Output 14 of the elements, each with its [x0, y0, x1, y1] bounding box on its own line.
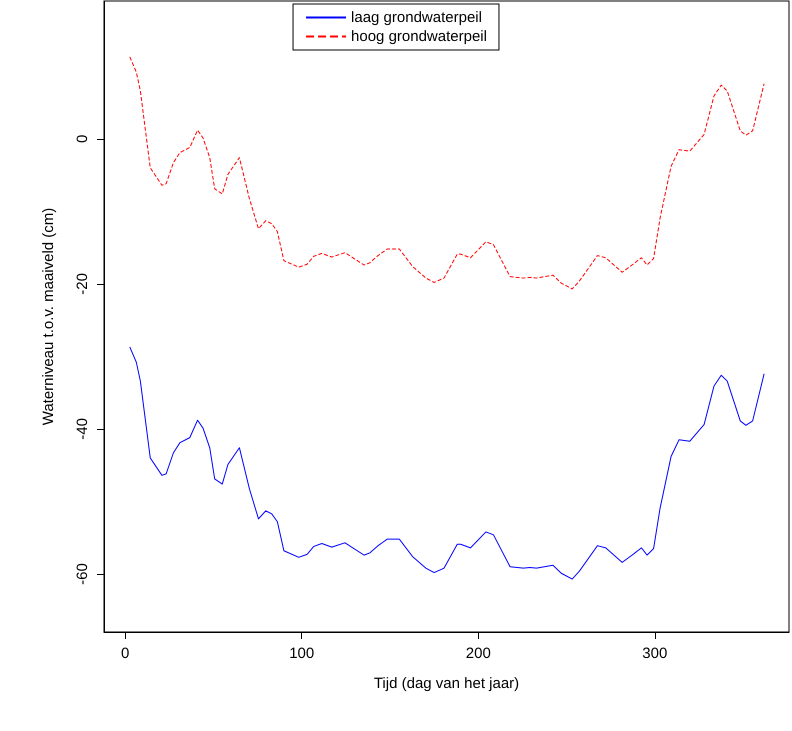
- y-tick-label: -60: [74, 563, 91, 585]
- x-tick-label: 0: [121, 645, 130, 662]
- y-tick-label: -40: [74, 418, 91, 440]
- legend-label: laag grondwaterpeil: [351, 9, 482, 26]
- line-series: [129, 346, 765, 580]
- y-tick-label: 0: [74, 134, 91, 143]
- y-axis-title: Waterniveau t.o.v. maaiveld (cm): [40, 208, 57, 426]
- x-axis-title: Tijd (dag van het jaar): [374, 675, 520, 692]
- x-tick-label: 300: [642, 645, 668, 662]
- x-tick-label: 100: [289, 645, 314, 662]
- x-tick-label: 200: [466, 645, 491, 662]
- y-tick-label: -20: [74, 273, 91, 295]
- line-series: [129, 56, 765, 290]
- legend-label: hoog grondwaterpeil: [351, 28, 487, 45]
